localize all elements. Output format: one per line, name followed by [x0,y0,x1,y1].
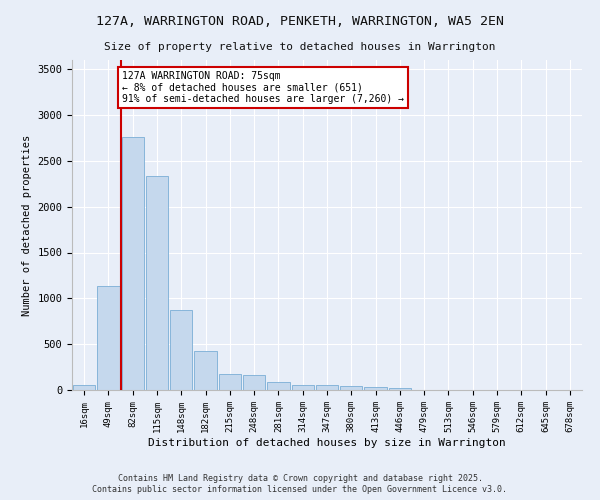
Bar [146,176,168,390]
Bar [194,350,217,390]
Bar [267,382,290,390]
Bar [97,286,119,390]
Bar [218,374,241,390]
Bar [122,137,144,390]
Text: 127A WARRINGTON ROAD: 75sqm
← 8% of detached houses are smaller (651)
91% of sem: 127A WARRINGTON ROAD: 75sqm ← 8% of deta… [122,71,404,104]
Text: Size of property relative to detached houses in Warrington: Size of property relative to detached ho… [104,42,496,52]
Text: Contains HM Land Registry data © Crown copyright and database right 2025.
Contai: Contains HM Land Registry data © Crown c… [92,474,508,494]
X-axis label: Distribution of detached houses by size in Warrington: Distribution of detached houses by size … [148,438,506,448]
Text: 127A, WARRINGTON ROAD, PENKETH, WARRINGTON, WA5 2EN: 127A, WARRINGTON ROAD, PENKETH, WARRINGT… [96,15,504,28]
Bar [73,386,95,390]
Bar [243,375,265,390]
Bar [364,387,387,390]
Bar [170,310,193,390]
Bar [340,386,362,390]
Y-axis label: Number of detached properties: Number of detached properties [22,134,32,316]
Bar [316,385,338,390]
Bar [389,388,411,390]
Bar [292,384,314,390]
